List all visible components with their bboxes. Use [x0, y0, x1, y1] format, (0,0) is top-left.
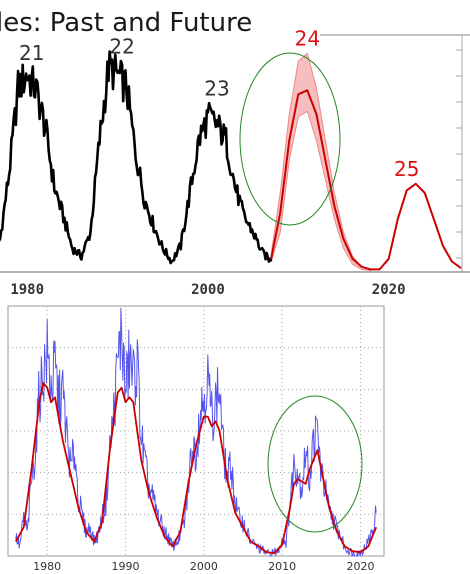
cycle-label: 24: [295, 26, 320, 50]
series-lines: [0, 50, 462, 271]
x-tick-label: 2010: [268, 560, 296, 573]
x-tick-labels: 1980 1990 2000 2010 2020: [33, 560, 374, 573]
chart-title: les: Past and Future: [0, 8, 252, 38]
series-line-monthly: [15, 307, 377, 557]
grid-lines: [8, 306, 384, 556]
x-tick-label: 2020: [372, 282, 406, 298]
cycle-labels: 21 22 23 24 25: [19, 26, 419, 180]
x-tick-label: 2000: [190, 560, 218, 573]
highlight-ellipse-cycle-24: [239, 52, 341, 226]
x-tick-label: 2020: [347, 560, 375, 573]
x-tick-label: 2000: [191, 282, 225, 298]
highlight-ellipse-recent: [267, 395, 363, 533]
x-tick-label: 1990: [112, 560, 140, 573]
cycle-label: 21: [19, 41, 44, 65]
series-line-prediction: [270, 89, 462, 271]
series-lines: [15, 307, 378, 557]
x-tick-labels: 1980 2000 2020: [10, 282, 405, 298]
x-tick-label: 1980: [33, 560, 61, 573]
x-tick-label: 1980: [10, 282, 44, 298]
series-line-observed: [0, 50, 273, 265]
cycle-label: 22: [109, 34, 134, 58]
predicted-cycles-chart: les: Past and Future 21 22 23 24 25 1980 2000…: [0, 8, 470, 298]
cycle-label: 25: [394, 157, 419, 181]
series-line-smoothed: [15, 382, 378, 554]
observed-sunspot-chart: 1980 1990 2000 2010 2020: [7, 305, 385, 573]
cycle-label: 23: [204, 76, 229, 100]
right-axis-ticks: [456, 49, 462, 259]
